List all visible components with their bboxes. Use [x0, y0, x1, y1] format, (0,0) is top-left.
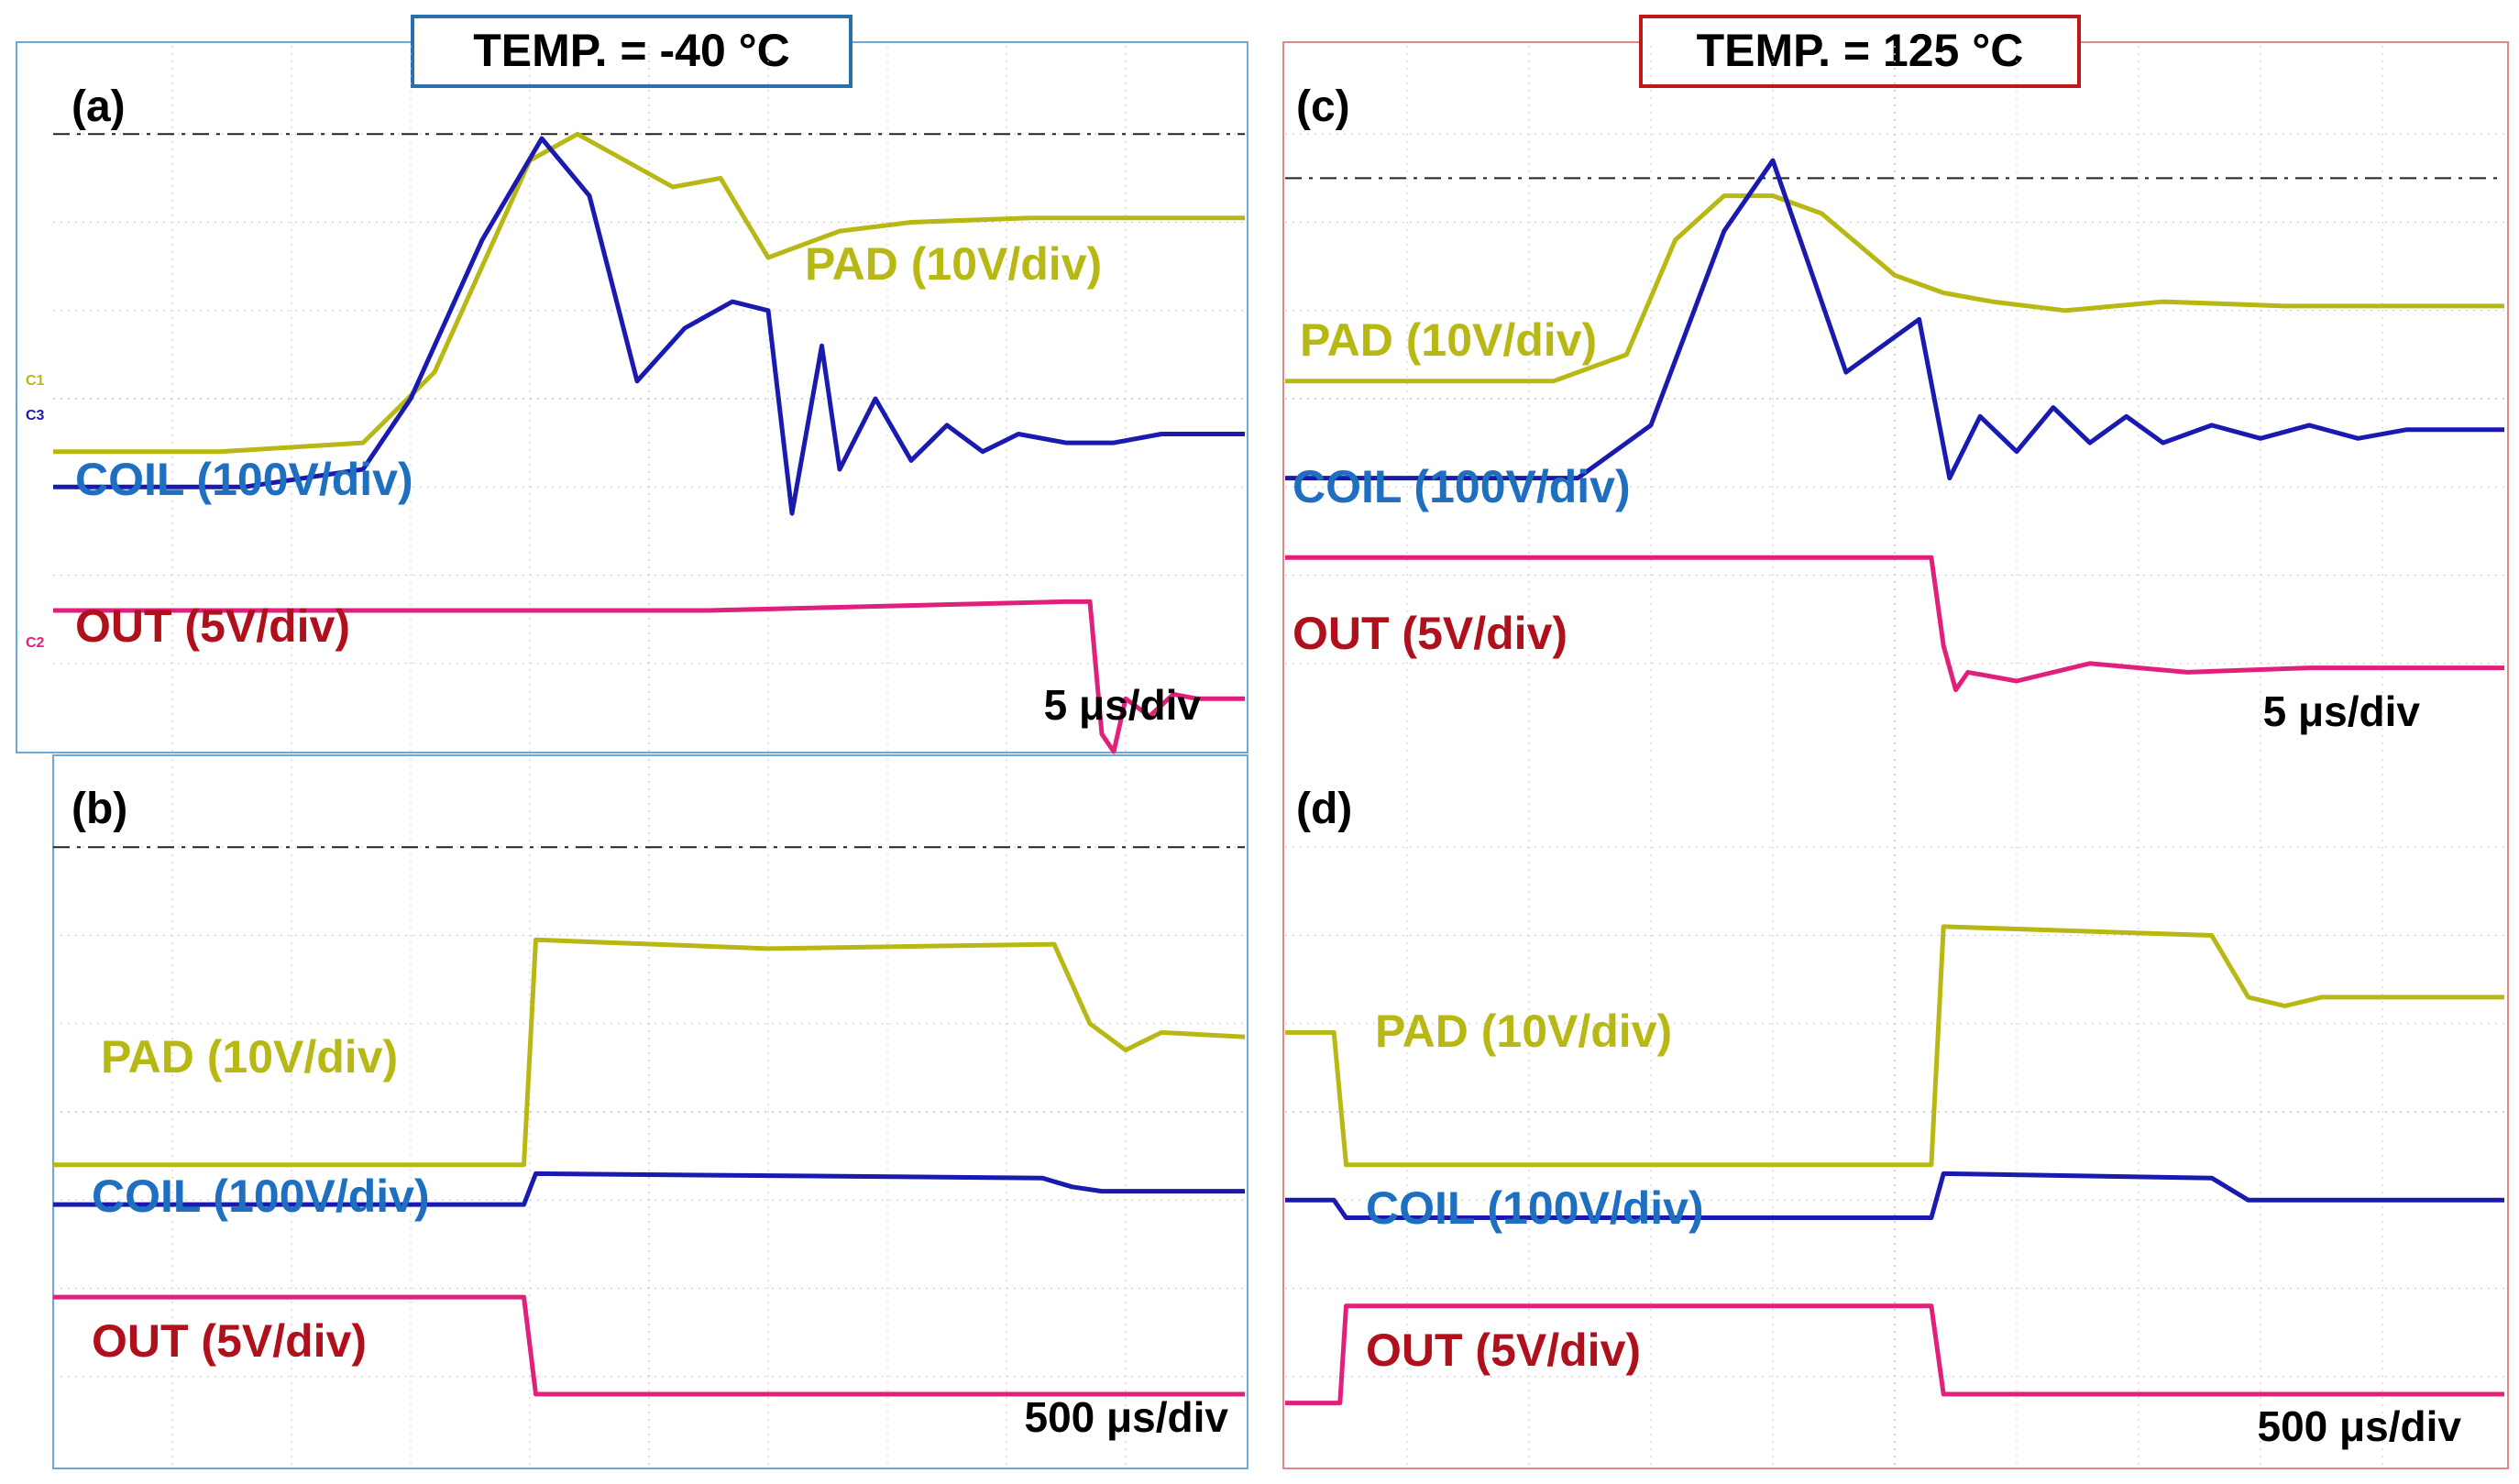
title-left: TEMP. = -40 °C: [473, 25, 790, 76]
panel-c-label: (c): [1296, 82, 1350, 131]
panel-c-pad-label: PAD (10V/div): [1300, 314, 1597, 366]
panel-b-pad-trace: [53, 937, 1246, 1168]
title-right: TEMP. = 125 °C: [1697, 25, 2024, 76]
right-frame: [1282, 41, 2509, 1469]
panel-b-coil-trace: [53, 1171, 1245, 1207]
panel-d: (d) PAD (10V/div) COIL (100V/div) OUT (5…: [1285, 759, 2504, 1465]
panel-a-coil-trace: [53, 136, 1245, 516]
panel-a-coil-label: COIL (100V/div): [75, 454, 413, 505]
panel-b-timebase: 500 μs/div: [1025, 1393, 1229, 1441]
panel-b-out-label: OUT (5V/div): [92, 1315, 367, 1367]
panel-a-pad-trace: [53, 131, 1245, 455]
panel-c-out-label: OUT (5V/div): [1292, 608, 1568, 659]
panel-d-coil-trace: [1285, 1171, 2504, 1220]
panel-c-grid: [1285, 46, 2504, 752]
panel-d-out-label: OUT (5V/div): [1366, 1325, 1641, 1376]
panel-c-coil-trace: [1285, 158, 2504, 481]
panel-a-timebase: 5 μs/div: [1044, 681, 1202, 729]
panel-d-timebase: 500 μs/div: [2258, 1402, 2462, 1450]
panel-d-coil-label: COIL (100V/div): [1366, 1182, 1704, 1234]
channel-marker-c3: C3: [26, 408, 45, 423]
panel-b-label: (b): [72, 785, 127, 833]
panel-a-pad-label: PAD (10V/div): [805, 238, 1102, 290]
panel-c-pad-trace: [1285, 193, 2504, 384]
panel-c: (c) PAD (10V/div) COIL (100V/div) OUT (5…: [1285, 46, 2504, 752]
channel-marker-c1: C1: [26, 373, 45, 389]
title-left-box: [411, 15, 852, 88]
panel-a-label: (a): [72, 82, 126, 131]
panel-c-timebase: 5 μs/div: [2263, 687, 2421, 735]
title-right-box: [1639, 15, 2081, 88]
panel-d-pad-label: PAD (10V/div): [1375, 1006, 1672, 1057]
panel-b-grid: [53, 759, 1245, 1465]
panel-d-out-trace: [1285, 1303, 2504, 1406]
panel-b: (b) PAD (10V/div) COIL (100V/div) OUT (5…: [53, 759, 1246, 1465]
panel-b-coil-label: COIL (100V/div): [92, 1171, 430, 1222]
panel-c-coil-label: COIL (100V/div): [1292, 461, 1631, 512]
panel-a: (a) PAD (10V/div) COIL (100V/div) OUT (5…: [26, 46, 1245, 754]
panel-d-pad-trace: [1285, 924, 2504, 1168]
channel-marker-c2: C2: [26, 635, 45, 651]
panel-c-out-trace: [1285, 555, 2504, 693]
panel-b-out-trace: [53, 1294, 1245, 1397]
panel-d-grid: [1285, 759, 2504, 1465]
panel-a-out-label: OUT (5V/div): [75, 600, 350, 652]
panel-d-label: (d): [1296, 785, 1352, 833]
panel-b-pad-label: PAD (10V/div): [101, 1031, 398, 1083]
panel-a-out-trace: [53, 599, 1245, 754]
